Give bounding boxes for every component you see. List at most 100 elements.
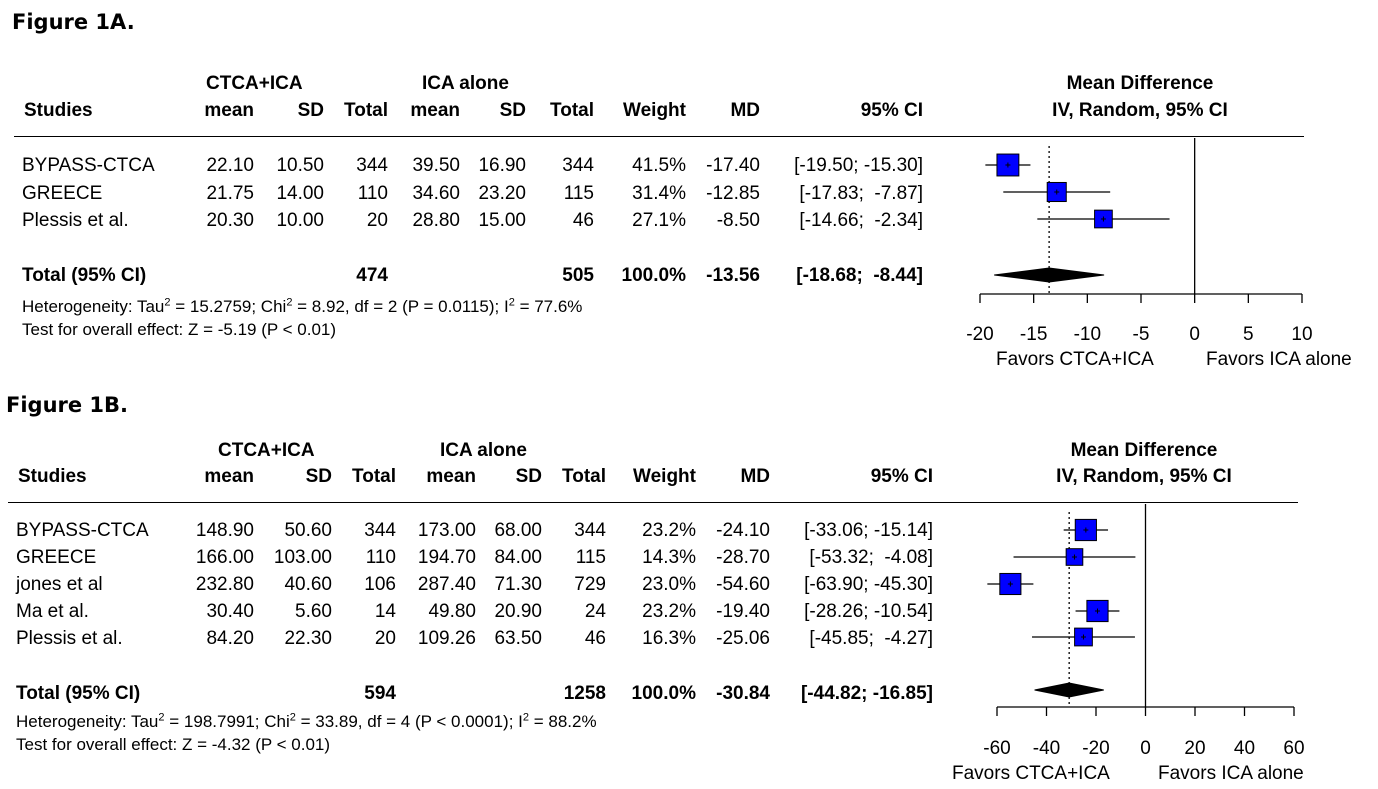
total1: 14: [374, 601, 396, 622]
study-name: Plessis et al.: [16, 628, 123, 649]
total1: 110: [365, 547, 396, 568]
total1: 110: [357, 183, 388, 204]
weight-header: Weight: [633, 466, 696, 487]
sd1: 5.60: [295, 601, 332, 622]
x-tick-label: 60: [1283, 738, 1304, 759]
sd1: 10.00: [276, 210, 324, 231]
ci-header: 95% CI: [870, 466, 933, 487]
ci-value: [-17.83; -7.87]: [799, 183, 923, 204]
group2-header: ICA alone: [422, 73, 509, 94]
ci-value: [-44.82; -16.85]: [800, 683, 933, 704]
study-name: BYPASS-CTCA: [22, 155, 155, 176]
md-value: -19.40: [716, 601, 770, 622]
total2: 46: [584, 628, 606, 649]
total2: 344: [574, 520, 606, 541]
x-tick-label: -20: [966, 324, 993, 345]
mean1: 84.20: [206, 628, 254, 649]
plot-title: Mean Difference: [1070, 440, 1218, 461]
total1-header: Total: [352, 466, 396, 487]
sd1: 103.00: [273, 547, 332, 568]
group1-header: CTCA+ICA: [218, 440, 315, 461]
weight: 14.3%: [642, 547, 696, 568]
heterogeneity: Heterogeneity: Tau2 = 198.7991; Chi2 = 3…: [16, 711, 597, 731]
total-label: Total (95% CI): [16, 683, 141, 704]
mean1-header: mean: [204, 466, 254, 487]
total-label: Total (95% CI): [22, 265, 147, 286]
x-tick-label: -20: [1082, 738, 1109, 759]
weight: 23.2%: [642, 601, 696, 622]
weight: 23.0%: [642, 574, 696, 595]
md-value: -17.40: [706, 155, 760, 176]
weight: 41.5%: [632, 155, 686, 176]
studies-header: Studies: [24, 100, 93, 121]
ci-value: [-18.68; -8.44]: [796, 265, 923, 286]
ci-value: [-63.90; -45.30]: [804, 574, 933, 595]
total2: 344: [562, 155, 594, 176]
mean1: 22.10: [206, 155, 254, 176]
weight: 100.0%: [631, 683, 696, 704]
sd2: 20.90: [494, 601, 542, 622]
mean2: 39.50: [412, 155, 460, 176]
mean2-header: mean: [410, 100, 460, 121]
total1: 20: [366, 210, 388, 231]
ci-value: [-19.50; -15.30]: [794, 155, 923, 176]
mean1: 166.00: [195, 547, 254, 568]
ci-header: 95% CI: [860, 100, 923, 121]
sd1-header: SD: [297, 100, 324, 121]
total1-header: Total: [344, 100, 388, 121]
ci-value: [-45.85; -4.27]: [809, 628, 933, 649]
sd2: 71.30: [494, 574, 542, 595]
md-value: -28.70: [716, 547, 770, 568]
total1: 106: [364, 574, 396, 595]
mean2: 194.70: [417, 547, 476, 568]
x-tick-label: -10: [1074, 324, 1101, 345]
mean2: 109.26: [417, 628, 476, 649]
mean2-header: mean: [426, 466, 476, 487]
weight: 23.2%: [642, 520, 696, 541]
total2: 115: [563, 183, 594, 204]
weight: 100.0%: [621, 265, 686, 286]
total2: 505: [562, 265, 594, 286]
total1: 344: [364, 520, 396, 541]
weight: 31.4%: [632, 183, 686, 204]
md-value: -13.56: [706, 265, 760, 286]
mean2: 173.00: [417, 520, 476, 541]
ci-value: [-53.32; -4.08]: [809, 547, 933, 568]
pooled-diamond: [994, 267, 1105, 283]
study-name: Plessis et al.: [22, 210, 129, 231]
sd1: 22.30: [284, 628, 332, 649]
study-name: BYPASS-CTCA: [16, 520, 149, 541]
md-value: -25.06: [716, 628, 770, 649]
study-name: GREECE: [16, 547, 97, 568]
sd2: 63.50: [494, 628, 542, 649]
favors-left-label: Favors CTCA+ICA: [996, 349, 1154, 370]
study-name: Ma et al.: [16, 601, 89, 622]
mean1-header: mean: [204, 100, 254, 121]
mean2: 287.40: [417, 574, 476, 595]
total1: 344: [356, 155, 388, 176]
figure-1a-title: Figure 1A.: [12, 10, 135, 34]
mean1: 232.80: [195, 574, 254, 595]
sd2: 84.00: [494, 547, 542, 568]
x-tick-label: -15: [1020, 324, 1047, 345]
sd2-header: SD: [499, 100, 526, 121]
study-name: GREECE: [22, 183, 103, 204]
group1-header: CTCA+ICA: [206, 73, 303, 94]
favors-left-label: Favors CTCA+ICA: [952, 763, 1110, 784]
total2-header: Total: [550, 100, 594, 121]
md-value: -24.10: [716, 520, 770, 541]
weight: 16.3%: [642, 628, 696, 649]
sd2: 23.20: [478, 183, 526, 204]
total1: 474: [356, 265, 388, 286]
plot-subtitle: IV, Random, 95% CI: [1056, 466, 1232, 487]
x-tick-label: -5: [1133, 324, 1150, 345]
x-tick-label: 0: [1140, 738, 1151, 759]
sd1: 40.60: [284, 574, 332, 595]
md-header: MD: [740, 466, 770, 487]
sd1-header: SD: [305, 466, 332, 487]
sd2: 15.00: [478, 210, 526, 231]
x-tick-label: 20: [1184, 738, 1205, 759]
md-header: MD: [730, 100, 760, 121]
studies-header: Studies: [18, 466, 87, 487]
